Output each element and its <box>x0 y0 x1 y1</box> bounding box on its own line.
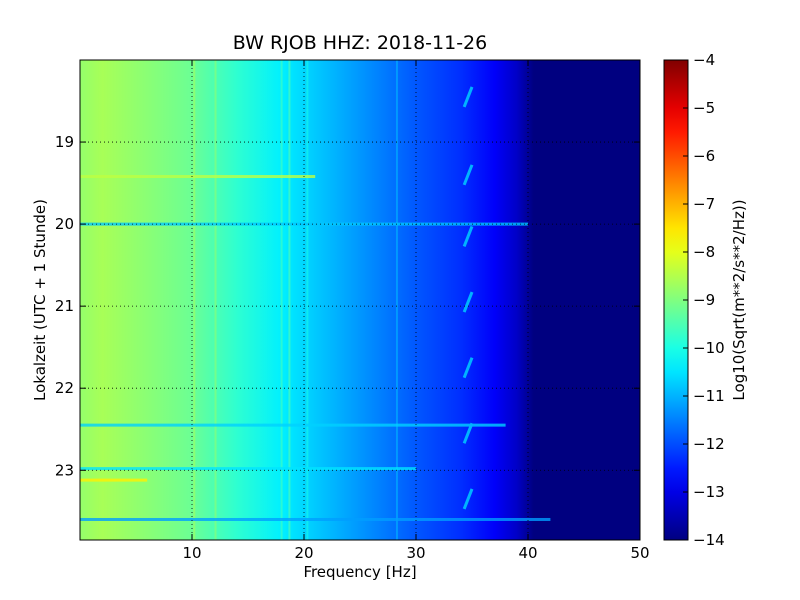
vertical-line-1 <box>214 60 217 540</box>
plot-area <box>80 60 640 540</box>
horizontal-event-2 <box>80 423 506 427</box>
colorbar-tick-label-4: −8 <box>693 243 715 261</box>
x-axis: 10 20 30 40 50 <box>182 60 650 562</box>
artifact-2 <box>462 225 474 247</box>
x-tick-label-0: 10 <box>182 544 201 562</box>
x-tick-label-1: 20 <box>294 544 313 562</box>
y-axis-label: Lokalzeit (UTC + 1 Stunde) <box>31 199 49 401</box>
y-tick-label-3: 22 <box>55 379 74 397</box>
horizontal-event-3 <box>80 467 416 471</box>
horizontal-event-4 <box>80 478 148 482</box>
colorbar-tick-label-10: −14 <box>693 531 725 549</box>
artifact-3 <box>462 291 474 313</box>
artifact-1 <box>462 164 474 186</box>
x-tick-label-3: 40 <box>518 544 537 562</box>
vertical-line-2 <box>280 60 283 540</box>
vertical-line-4 <box>306 60 309 540</box>
x-axis-label: Frequency [Hz] <box>303 563 416 581</box>
colorbar-tick-label-2: −6 <box>693 147 715 165</box>
y-tick-label-2: 21 <box>55 297 74 315</box>
vertical-line-0 <box>193 60 196 540</box>
chart-title: BW RJOB HHZ: 2018-11-26 <box>233 32 487 54</box>
colorbar-tick-label-6: −10 <box>693 339 725 357</box>
artifact-6 <box>462 488 474 510</box>
y-tick-label-1: 20 <box>55 215 74 233</box>
artifact-0 <box>462 86 474 108</box>
colorbar-ticks: −4 −5 −6 −7 −8 −9 −10 −11 −12 −13 −14 <box>683 51 725 549</box>
artifacts-layer <box>462 86 474 510</box>
colorbar-tick-label-8: −12 <box>693 435 725 453</box>
horizontal-event-5 <box>80 517 551 521</box>
x-tick-label-4: 50 <box>630 544 649 562</box>
colorbar-label: Log10(Sqrt(m**2/s**2/Hz)) <box>730 199 748 400</box>
y-tick-label-0: 19 <box>55 133 74 151</box>
x-tick-label-2: 30 <box>406 544 425 562</box>
vertical-line-3 <box>288 60 291 540</box>
colorbar-tick-label-9: −13 <box>693 483 725 501</box>
vertical-lines-layer <box>193 60 398 540</box>
artifact-4 <box>462 357 474 379</box>
y-tick-label-4: 23 <box>55 461 74 479</box>
colorbar-tick-label-1: −5 <box>693 99 715 117</box>
colorbar-tick-label-3: −7 <box>693 195 715 213</box>
vertical-line-5 <box>395 60 398 540</box>
colorbar-tick-label-0: −4 <box>693 51 715 69</box>
y-axis: 19 20 21 22 23 <box>55 133 640 479</box>
plot-frame <box>79 59 641 541</box>
artifact-5 <box>462 422 474 444</box>
colorbar-tick-label-7: −11 <box>693 387 725 405</box>
grid-layer <box>80 60 640 540</box>
colorbar-tick-label-5: −9 <box>693 291 715 309</box>
spectrogram-background <box>80 60 640 540</box>
horizontal-event-0 <box>80 175 316 179</box>
